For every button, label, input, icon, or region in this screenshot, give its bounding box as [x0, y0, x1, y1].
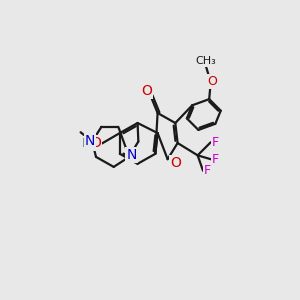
Text: CH₃: CH₃ [196, 56, 217, 66]
Text: N: N [126, 148, 136, 162]
Text: F: F [212, 153, 219, 166]
Text: O: O [141, 84, 152, 98]
Text: H: H [82, 136, 92, 149]
Text: N: N [85, 134, 95, 148]
Text: O: O [170, 156, 181, 170]
Text: F: F [212, 136, 219, 149]
Text: F: F [204, 164, 211, 177]
Text: O: O [207, 75, 217, 88]
Text: O: O [90, 136, 101, 150]
